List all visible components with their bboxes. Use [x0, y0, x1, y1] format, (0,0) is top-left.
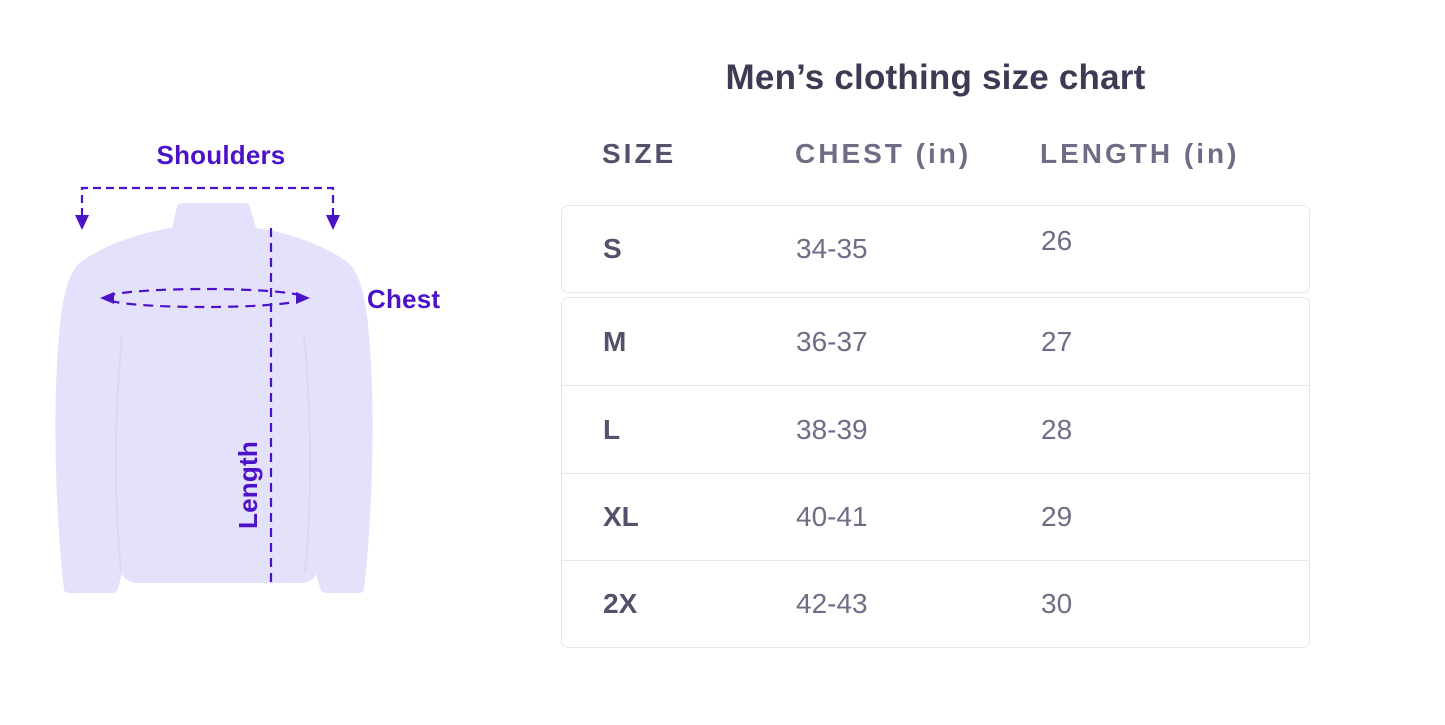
length-value: 28 — [1041, 413, 1073, 445]
shoulders-measure-arrow-icon — [75, 186, 340, 230]
shirt-silhouette-icon — [55, 203, 373, 593]
chest-label: Chest — [367, 284, 441, 314]
column-header-size: SIZE — [602, 138, 677, 169]
page-title: Men’s clothing size chart — [725, 58, 1146, 97]
length-value: 26 — [1041, 225, 1073, 256]
table-row: XL 40-41 29 — [562, 472, 1309, 561]
table-header-row: SIZE CHEST (in) LENGTH (in) — [561, 138, 1310, 170]
size-value: XL — [603, 501, 639, 533]
length-value: 27 — [1041, 325, 1073, 357]
size-value: 2X — [603, 588, 638, 620]
size-value: S — [603, 233, 622, 264]
size-value: L — [603, 413, 621, 445]
table-row: L 38-39 28 — [562, 385, 1309, 473]
column-header-length: LENGTH (in) — [1040, 138, 1240, 169]
table-card-bottom: M 36-37 27 L 38-39 28 XL 40-41 29 2X 42-… — [561, 297, 1310, 648]
shirt-illustration — [55, 186, 373, 593]
table-row: M 36-37 27 — [562, 298, 1309, 385]
shirt-measurement-diagram: Shoulders Chest Length — [0, 0, 470, 725]
length-value: 29 — [1041, 501, 1073, 533]
chest-value: 40-41 — [796, 501, 868, 533]
table-row: 2X 42-43 30 — [562, 559, 1309, 648]
length-label: Length — [233, 441, 263, 529]
size-chart-panel: Men’s clothing size chart SIZE CHEST (in… — [561, 0, 1310, 725]
length-value: 30 — [1041, 588, 1073, 620]
table-card-top: S 34-35 26 — [561, 205, 1310, 293]
chest-measure-ellipse-icon — [100, 287, 310, 309]
chest-value: 42-43 — [796, 588, 868, 620]
chest-value: 38-39 — [796, 413, 868, 445]
table-row: S 34-35 26 — [562, 206, 1309, 292]
shoulders-label: Shoulders — [156, 140, 286, 170]
chest-value: 34-35 — [796, 233, 868, 264]
column-header-chest: CHEST (in) — [795, 138, 972, 169]
chest-value: 36-37 — [796, 325, 868, 357]
size-value: M — [603, 325, 627, 357]
